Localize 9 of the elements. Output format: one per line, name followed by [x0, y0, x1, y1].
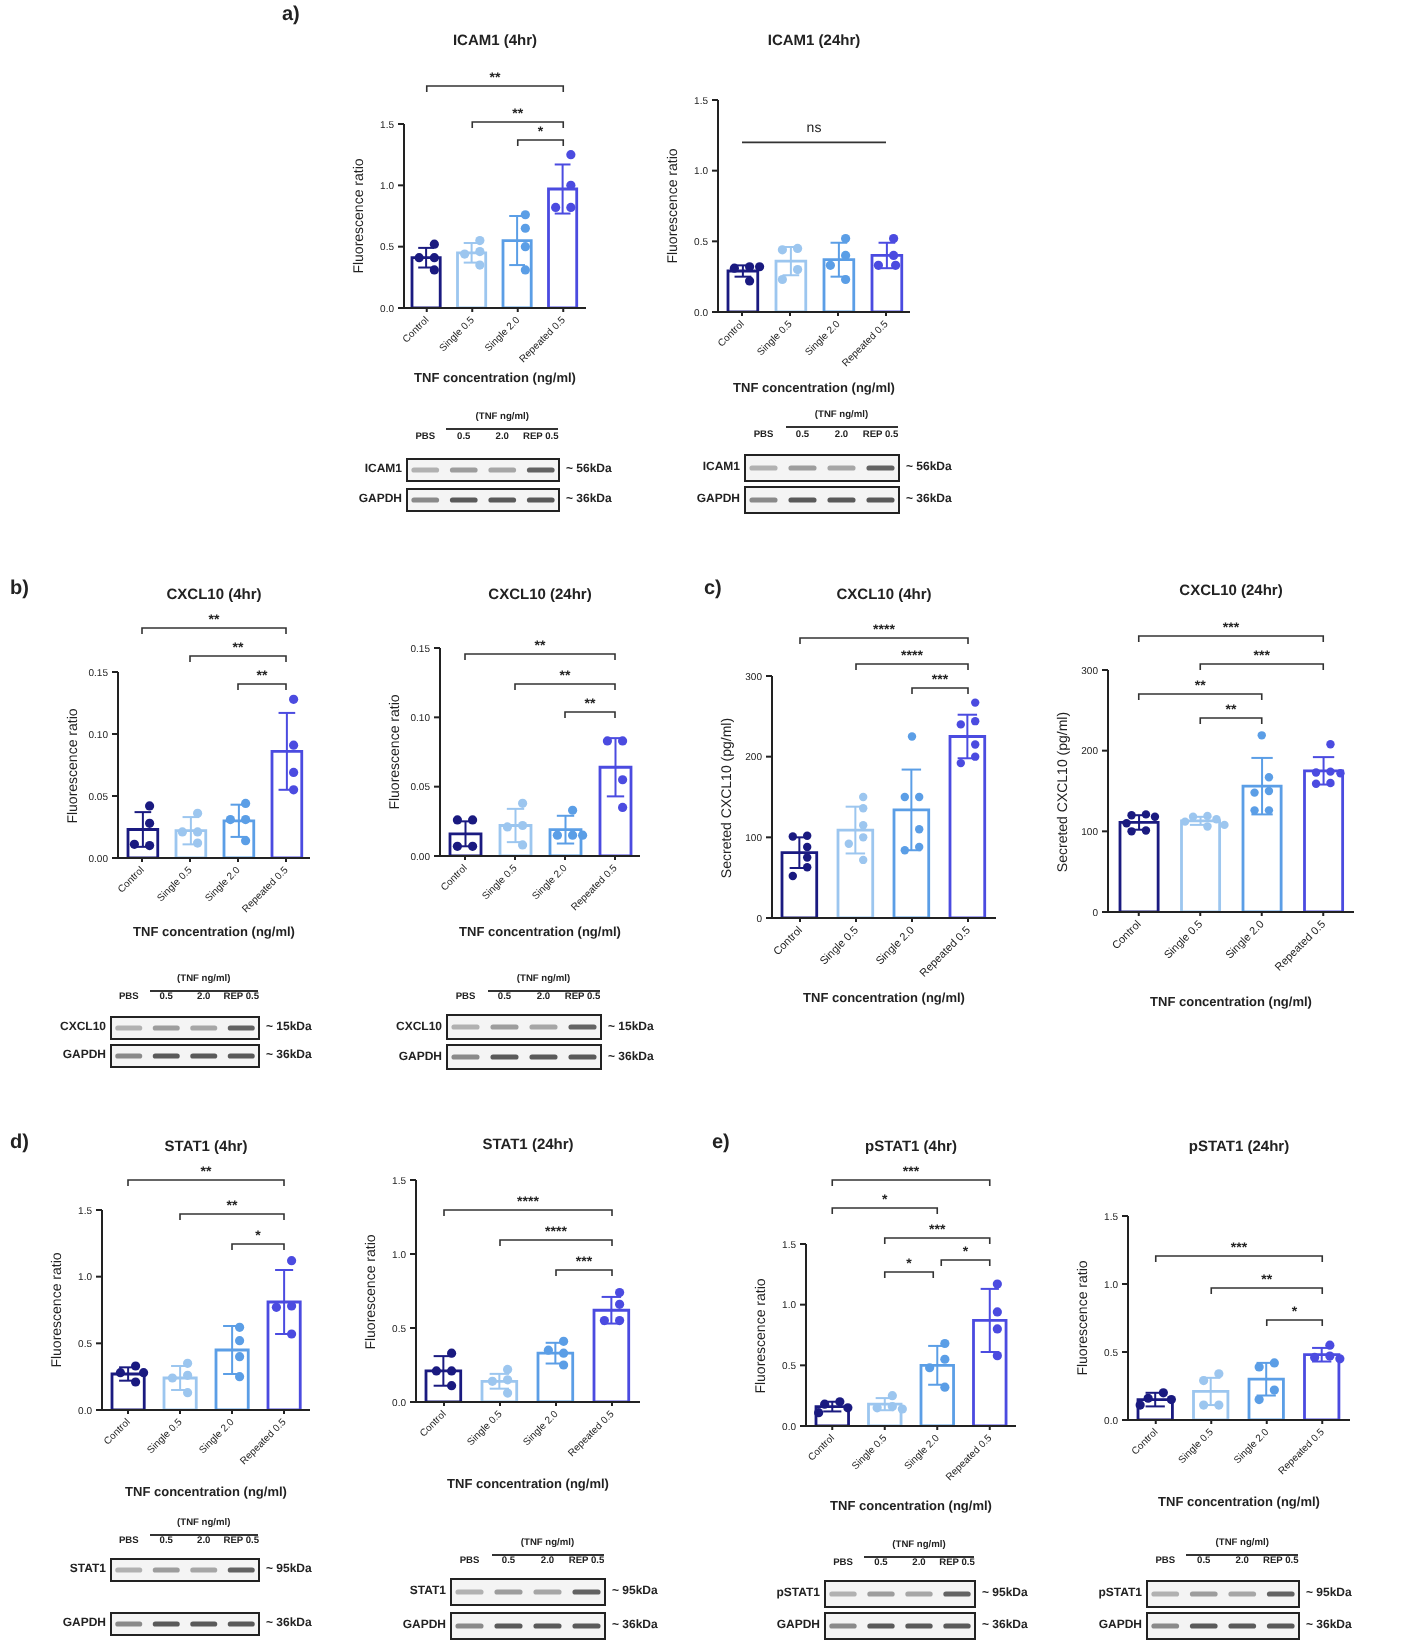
text: d) [10, 1132, 29, 1154]
bar [726, 269, 760, 312]
bar [456, 251, 488, 308]
bar [1180, 819, 1222, 912]
text: b) [10, 578, 29, 600]
bar [410, 256, 442, 308]
text: e) [712, 1132, 730, 1154]
text: c) [704, 578, 722, 600]
text: a) [282, 4, 300, 26]
